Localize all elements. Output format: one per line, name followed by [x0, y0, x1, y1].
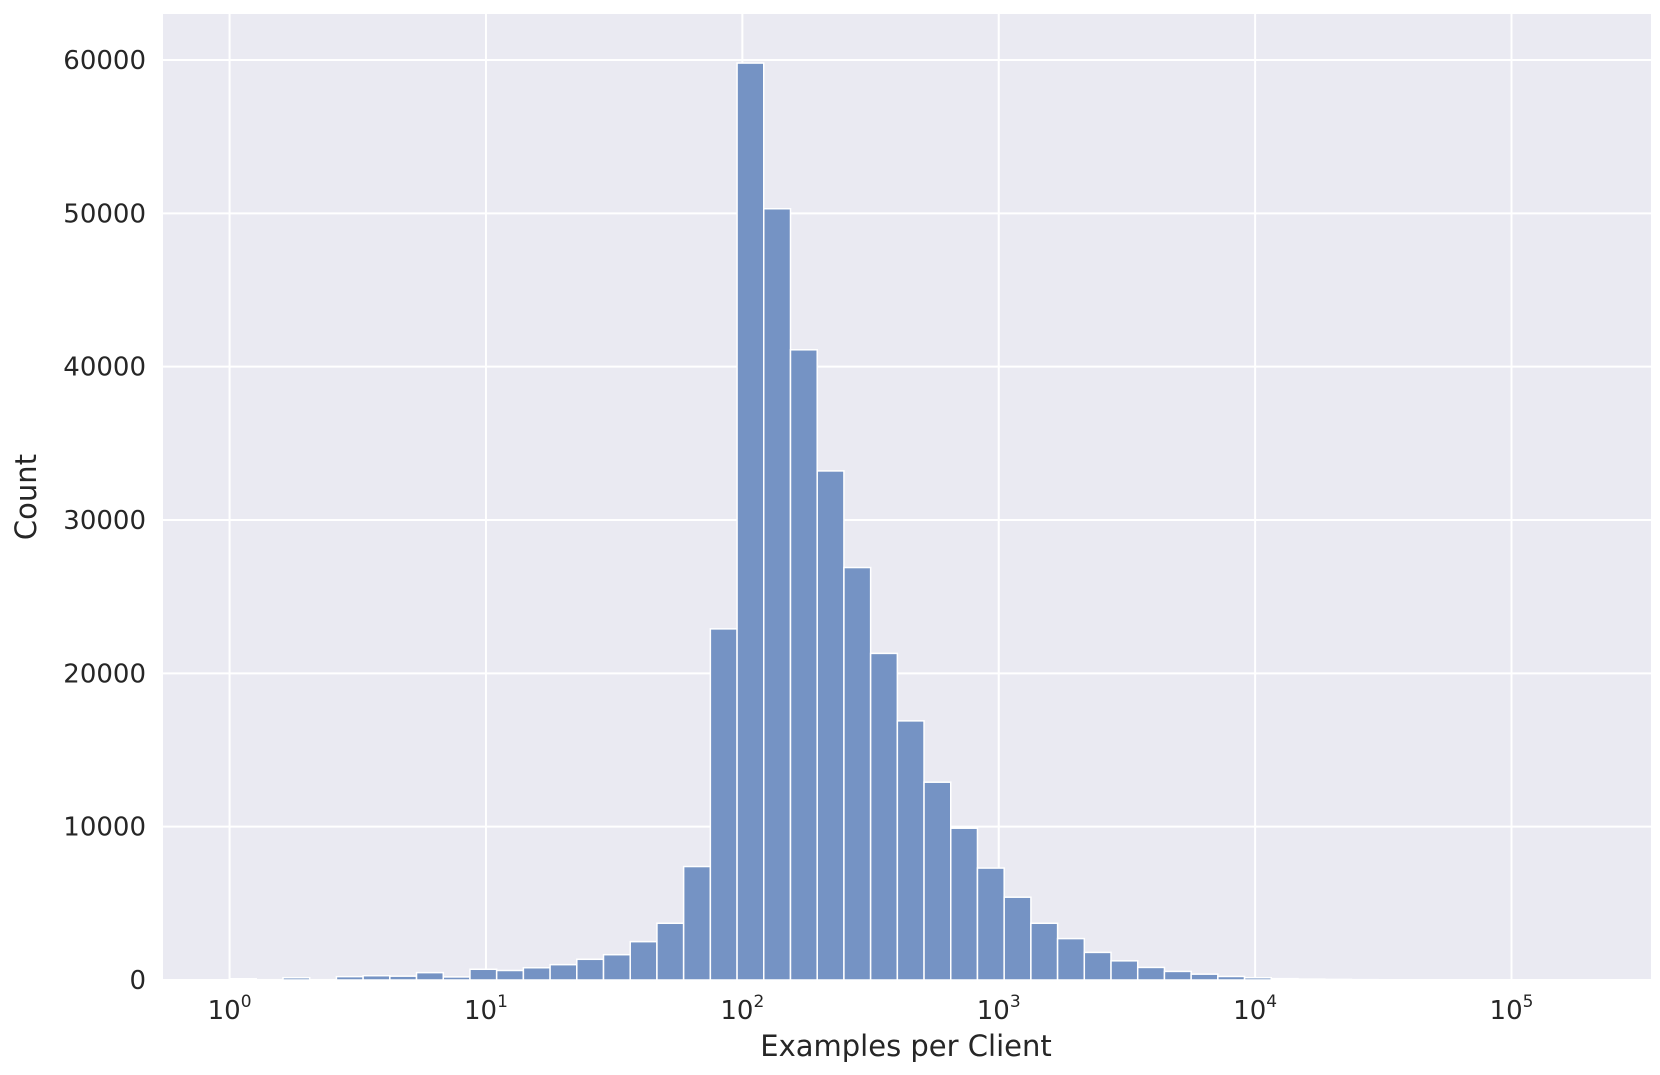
histogram-bar: [282, 976, 311, 981]
y-axis-title: Count: [9, 454, 43, 540]
histogram-bar: [1056, 937, 1086, 981]
histogram-bar: [415, 971, 445, 981]
histogram-bar: [1270, 977, 1299, 981]
x-tick-label: 102: [720, 992, 764, 1026]
histogram-bar: [763, 207, 792, 981]
histogram-bar: [522, 966, 551, 981]
histogram-bar: [1297, 978, 1326, 981]
histogram-bar: [869, 652, 899, 981]
histogram-bar: [976, 867, 1005, 981]
y-tick-label: 30000: [63, 506, 146, 536]
x-tick-label: 105: [1490, 992, 1534, 1026]
y-tick-label: 60000: [63, 46, 146, 76]
histogram-bar: [1110, 960, 1139, 981]
histogram-bar: [602, 953, 631, 981]
histogram-bar: [469, 968, 498, 981]
y-tick-label: 10000: [63, 813, 146, 843]
histogram-bar: [629, 940, 658, 981]
histogram-bar: [789, 349, 818, 981]
y-tick-label: 40000: [63, 353, 146, 383]
histogram-bar: [736, 62, 765, 981]
histogram-bar: [949, 827, 979, 981]
histogram-bar: [656, 922, 685, 981]
x-tick-label: 104: [1233, 992, 1277, 1026]
y-tick-label: 20000: [63, 659, 146, 689]
histogram-bar: [549, 963, 578, 981]
histogram-bar: [442, 976, 471, 981]
histogram-bar: [362, 974, 391, 981]
histogram-bar: [843, 566, 872, 981]
histogram-bar: [1136, 966, 1166, 981]
y-tick-labels: 0 10000 20000 30000 40000 50000 60000: [63, 46, 146, 996]
histogram-bar: [495, 969, 525, 981]
histogram-bar: [816, 470, 845, 981]
y-tick-label: 0: [129, 966, 146, 996]
histogram-bar: [896, 720, 925, 981]
x-axis-title: Examples per Client: [760, 1029, 1052, 1063]
histogram-bar: [1163, 970, 1192, 981]
histogram-bar: [1323, 978, 1353, 981]
histogram-bar: [1030, 922, 1059, 981]
x-tick-label: 100: [208, 992, 252, 1026]
histogram-bar: [1243, 976, 1273, 981]
bars: [228, 62, 1593, 981]
x-tick-label: 103: [977, 992, 1021, 1026]
histogram-bar: [682, 865, 712, 981]
histogram-bar: [1217, 975, 1246, 981]
y-tick-label: 50000: [63, 199, 146, 229]
histogram-bar: [335, 975, 364, 981]
x-tick-label: 101: [464, 992, 508, 1026]
histogram-bar: [1083, 951, 1112, 981]
histogram-bar: [1190, 973, 1219, 981]
histogram-bar: [1003, 896, 1032, 981]
histogram-bar: [228, 978, 258, 981]
histogram-bar: [709, 628, 738, 981]
histogram-bar: [389, 975, 418, 981]
histogram-bar: [576, 958, 605, 981]
histogram-bar: [923, 781, 952, 981]
x-tick-labels: 100 101 102 103 104 105: [208, 992, 1534, 1026]
